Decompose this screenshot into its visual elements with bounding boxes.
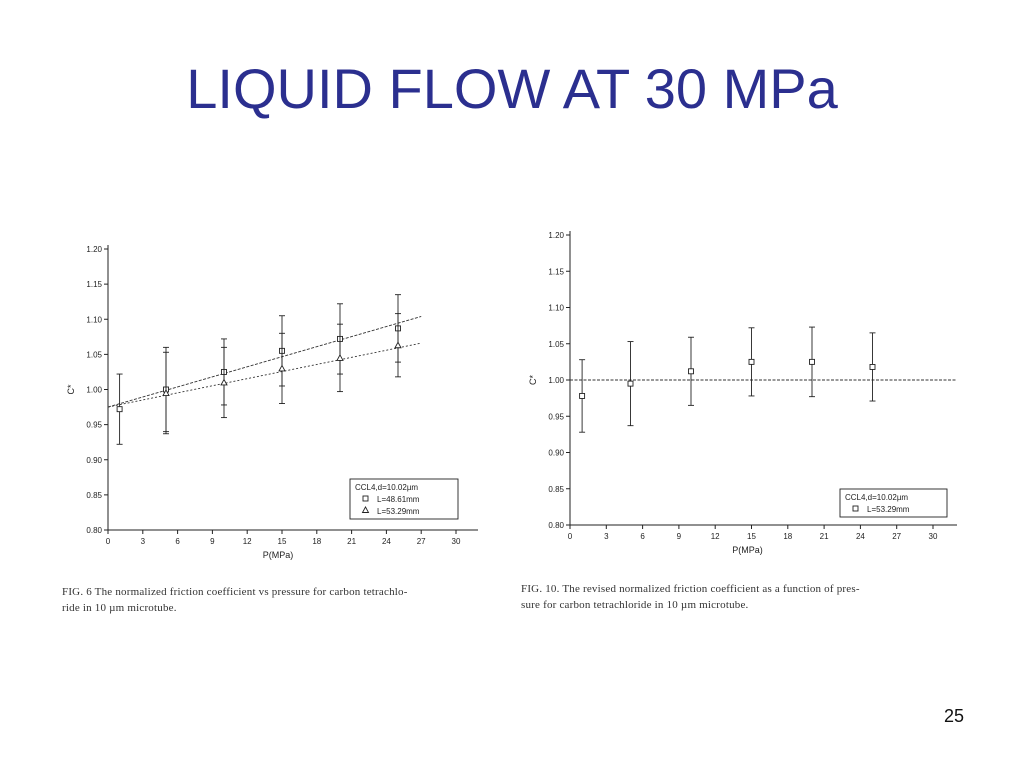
x-tick-label: 0: [568, 532, 573, 541]
slide-title: LIQUID FLOW AT 30 MPa: [186, 57, 838, 120]
x-tick-label: 6: [640, 532, 645, 541]
chart-fig10: 0.80 0.85 0.90 0.95 1.00 1.05 1.10 1.15 1.20 0 3 6 9…: [528, 231, 957, 555]
y-tick-label: 0.95: [86, 421, 102, 430]
y-tick-label: 1.00: [86, 386, 102, 395]
y-tick-label: 1.05: [548, 340, 564, 349]
y-axis-label: C*: [66, 384, 76, 394]
caption-fig10: FIG. 10. The revised normalized friction…: [521, 583, 860, 611]
x-tick-label: 30: [452, 537, 461, 546]
data-point-triangle: [394, 341, 402, 349]
y-tick-label: 1.05: [86, 350, 102, 359]
legend-title: CCL4,d=10.02µm: [355, 483, 418, 492]
x-tick-label: 6: [175, 537, 180, 546]
data-point-triangle: [220, 378, 228, 386]
y-tick-label: 1.10: [548, 304, 564, 313]
legend-marker-triangle: [361, 506, 370, 513]
y-tick-label: 0.95: [548, 412, 564, 421]
x-axis-label: P(MPa): [732, 545, 763, 555]
y-tick-label: 0.80: [86, 526, 102, 535]
data-point-square: [869, 363, 876, 370]
x-tick-label: 18: [312, 537, 321, 546]
x-tick-label: 3: [604, 532, 609, 541]
caption-fig6: FIG. 6 The normalized friction coefficie…: [62, 586, 408, 614]
data-point-square: [579, 392, 586, 399]
legend-label: L=48.61mm: [377, 495, 420, 504]
x-tick-label: 21: [347, 537, 356, 546]
x-tick-label: 18: [783, 532, 792, 541]
chart-fig6: 0.80 0.85 0.90 0.95 1.00 1.05 1.10 1.15 1.20 0 3 6 9…: [66, 245, 478, 560]
x-tick-label: 15: [278, 537, 287, 546]
data-point-square: [627, 380, 634, 387]
fit-line: [107, 342, 422, 408]
y-tick-label: 0.85: [86, 491, 102, 500]
x-tick-label: 21: [820, 532, 829, 541]
data-point-square: [809, 358, 815, 365]
data-point-triangle: [336, 353, 344, 361]
data-point-square: [688, 368, 694, 375]
y-tick-label: 1.10: [86, 315, 102, 324]
y-tick-label: 0.90: [548, 449, 564, 458]
y-axis-label: C*: [528, 375, 538, 385]
page-number: 25: [943, 706, 964, 726]
x-tick-label: 27: [892, 532, 901, 541]
x-tick-label: 0: [106, 537, 111, 546]
y-tick-label: 1.15: [86, 280, 102, 289]
legend-marker-square: [362, 495, 369, 502]
y-tick-label: 1.20: [548, 231, 564, 240]
x-tick-label: 15: [747, 532, 756, 541]
x-axis-label: P(MPa): [263, 550, 294, 560]
legend-label: L=53.29mm: [377, 507, 420, 516]
data-point-square: [748, 358, 755, 365]
y-tick-label: 1.00: [548, 376, 564, 385]
y-tick-label: 1.15: [548, 267, 564, 276]
y-tick-label: 1.20: [86, 245, 102, 254]
data-point-square: [116, 406, 123, 413]
y-tick-label: 0.90: [86, 456, 102, 465]
x-tick-label: 12: [711, 532, 720, 541]
x-tick-label: 12: [243, 537, 252, 546]
data-point-triangle: [278, 364, 286, 372]
x-tick-label: 24: [382, 537, 391, 546]
fit-line: [107, 316, 422, 408]
legend-marker-square: [852, 505, 859, 512]
x-tick-label: 3: [141, 537, 146, 546]
x-tick-label: 9: [677, 532, 682, 541]
x-tick-label: 27: [417, 537, 426, 546]
x-tick-label: 24: [856, 532, 865, 541]
y-tick-label: 0.85: [548, 485, 564, 494]
y-tick-label: 0.80: [548, 521, 564, 530]
x-tick-label: 9: [210, 537, 215, 546]
x-tick-label: 30: [929, 532, 938, 541]
data-point-triangle: [162, 389, 170, 396]
legend-box: [839, 488, 948, 518]
legend-label: L=53.29mm: [867, 505, 910, 514]
legend-title: CCL4,d=10.02µm: [845, 493, 908, 502]
